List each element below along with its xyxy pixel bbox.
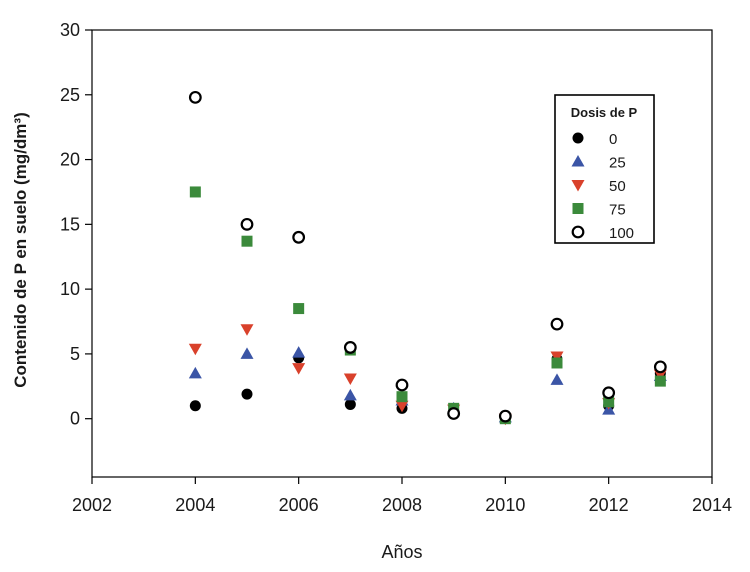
data-point [653, 360, 667, 374]
data-point [447, 407, 461, 420]
data-point [653, 369, 667, 382]
data-point [602, 386, 616, 400]
legend-label: 0 [609, 131, 617, 148]
x-tick-label: 2014 [692, 495, 732, 515]
legend: Dosis de P 0 25 50 75 100 [554, 94, 655, 244]
data-point [396, 391, 408, 403]
legend-items: 0 25 50 75 100 [571, 131, 634, 242]
x-tick-label: 2008 [382, 495, 422, 515]
data-point [241, 388, 253, 400]
y-tick-label: 25 [60, 85, 80, 105]
data-point [292, 230, 306, 244]
series-100 [188, 90, 667, 423]
data-point [343, 341, 357, 354]
data-point [240, 217, 254, 231]
y-tick-label: 0 [70, 409, 80, 429]
x-axis: 2002 2004 2006 2008 2010 2012 2014 [72, 477, 732, 515]
data-point [189, 186, 201, 198]
series-0 [189, 352, 666, 423]
legend-marker [571, 155, 585, 167]
data-point [188, 90, 202, 104]
data-point [293, 303, 305, 315]
y-axis: 0 5 10 15 20 25 30 [60, 20, 92, 429]
data-point [550, 351, 564, 364]
x-tick-label: 2010 [485, 495, 525, 515]
data-point [395, 378, 409, 392]
legend-label: 75 [609, 202, 626, 219]
x-tick-label: 2002 [72, 495, 112, 515]
data-point [292, 363, 306, 375]
legend-label: 100 [609, 225, 634, 242]
x-axis-title: Años [381, 542, 422, 562]
legend-label: 25 [609, 155, 626, 172]
y-axis-title: Contenido de P en suelo (mg/dm³) [11, 112, 30, 387]
legend-marker [571, 180, 585, 192]
legend-box [554, 94, 655, 244]
data-point [551, 357, 563, 369]
data-point [241, 235, 253, 247]
data-point [189, 400, 201, 412]
data-point [240, 324, 254, 336]
legend-marker [572, 203, 584, 214]
data-point [550, 317, 564, 331]
x-tick-label: 2004 [175, 495, 215, 515]
data-point [603, 396, 615, 408]
data-points [188, 90, 667, 426]
legend-marker [572, 132, 584, 144]
data-point [654, 375, 666, 387]
series-25 [188, 346, 667, 423]
data-point [550, 373, 564, 385]
data-point [188, 343, 202, 356]
y-tick-label: 5 [70, 344, 80, 364]
x-tick-label: 2012 [589, 495, 629, 515]
legend-marker [571, 225, 585, 239]
series-50 [188, 324, 667, 426]
data-point [344, 398, 356, 410]
data-point [188, 366, 202, 379]
data-point [498, 409, 512, 423]
y-tick-label: 30 [60, 20, 80, 40]
x-tick-label: 2006 [279, 495, 319, 515]
data-point [395, 400, 409, 413]
y-tick-label: 20 [60, 150, 80, 170]
legend-label: 50 [609, 178, 626, 195]
data-point [240, 347, 254, 359]
legend-title: Dosis de P [571, 105, 638, 120]
data-point [343, 373, 357, 386]
data-point [343, 388, 357, 401]
y-tick-label: 15 [60, 214, 80, 234]
data-point [292, 346, 306, 358]
y-tick-label: 10 [60, 279, 80, 299]
